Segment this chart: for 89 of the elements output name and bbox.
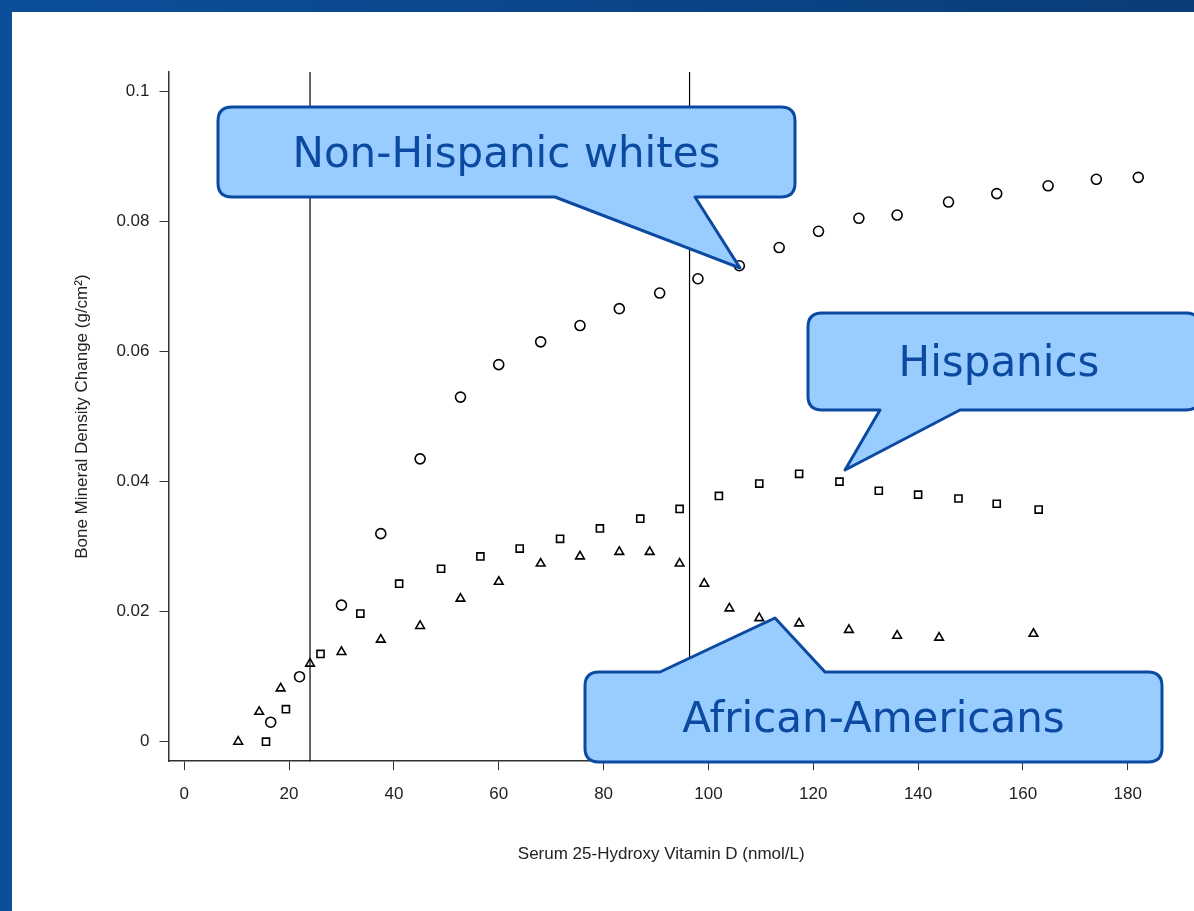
point — [264, 716, 277, 728]
point — [492, 358, 505, 371]
point — [892, 629, 903, 640]
point — [874, 486, 884, 496]
x-tick-label: 0 — [179, 784, 189, 804]
point — [653, 287, 666, 299]
point — [555, 534, 565, 544]
point — [535, 557, 546, 567]
point — [724, 602, 735, 612]
point — [1132, 171, 1145, 184]
x-axis-title: Serum 25-Hydroxy Vitamin D (nmol/L) — [517, 844, 805, 864]
point — [853, 212, 865, 225]
point — [394, 579, 404, 589]
point — [281, 704, 291, 714]
x-tick-label: 160 — [1008, 784, 1038, 804]
point — [414, 620, 426, 630]
speech-bubble: African-Americans — [583, 616, 1164, 764]
point — [942, 196, 955, 208]
x-tick-label: 80 — [594, 784, 614, 804]
point — [692, 272, 704, 285]
y-tick-label: 0.02 — [116, 601, 150, 621]
point — [1034, 505, 1044, 514]
point — [1042, 179, 1054, 192]
x-tick-label: 120 — [799, 784, 828, 804]
point — [493, 575, 504, 586]
point — [773, 241, 785, 254]
point — [374, 527, 387, 540]
point — [476, 552, 485, 561]
point — [261, 737, 271, 747]
x-tick-label: 180 — [1113, 784, 1142, 804]
point — [794, 469, 804, 479]
point — [316, 649, 325, 659]
point — [614, 546, 625, 556]
point — [754, 612, 765, 622]
annotation: Non-Hispanic whites — [292, 127, 721, 177]
point — [356, 609, 365, 618]
point — [891, 209, 903, 221]
point — [304, 657, 316, 667]
point — [613, 302, 626, 315]
x-tick-label: 100 — [694, 784, 723, 804]
point — [835, 477, 844, 486]
point — [275, 682, 286, 692]
x-tick-label: 60 — [489, 784, 509, 804]
point — [414, 453, 426, 465]
point — [254, 705, 265, 716]
point — [515, 544, 525, 553]
speech-bubble: Hispanics — [806, 311, 1194, 472]
point — [913, 490, 923, 499]
point — [595, 524, 605, 533]
point — [754, 479, 764, 488]
point — [336, 646, 347, 656]
point — [733, 259, 746, 272]
point — [714, 491, 724, 501]
point — [293, 670, 306, 683]
point — [233, 735, 244, 745]
y-tick-label: 0 — [140, 731, 150, 751]
annotation: Hispanics — [898, 337, 1100, 386]
point — [644, 546, 655, 556]
y-tick-label: 0.04 — [116, 471, 150, 491]
point — [674, 557, 685, 567]
y-axis-title: Bone Mineral Density Change (g/cm²) — [71, 274, 91, 559]
point — [574, 550, 586, 560]
x-tick-label: 140 — [903, 784, 933, 804]
point — [455, 592, 466, 602]
point — [992, 499, 1002, 509]
point — [954, 494, 963, 503]
y-tick-label: 0.1 — [125, 81, 150, 101]
point — [990, 187, 1003, 200]
point — [375, 633, 386, 643]
point — [1028, 627, 1039, 638]
speech-bubble: Non-Hispanic whites — [216, 105, 797, 270]
point — [574, 319, 586, 332]
x-tick-label: 20 — [279, 784, 299, 804]
point — [675, 504, 684, 514]
x-tick-label: 40 — [384, 784, 404, 804]
point — [933, 631, 945, 641]
point — [812, 225, 825, 238]
point — [843, 624, 855, 634]
point — [534, 336, 547, 348]
point — [793, 617, 805, 627]
point — [454, 391, 467, 403]
point — [436, 564, 446, 574]
point — [635, 514, 645, 524]
y-tick-label: 0.08 — [116, 211, 150, 231]
annotation: African-Americans — [682, 692, 1065, 742]
point — [1090, 173, 1103, 186]
point — [699, 577, 710, 587]
y-tick-label: 0.06 — [116, 341, 150, 361]
point — [335, 599, 348, 611]
